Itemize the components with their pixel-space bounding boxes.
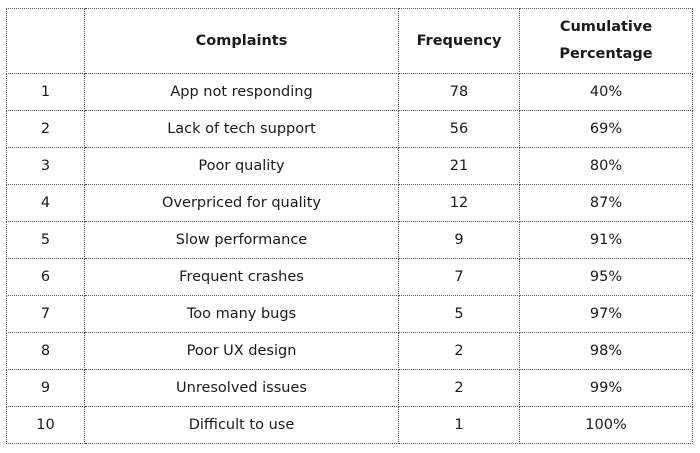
complaint: App not responding [84, 73, 399, 111]
table-row: 2 Lack of tech support 56 69% [6, 110, 693, 148]
cumulative-percentage: 97% [519, 295, 693, 333]
header-cell: Complaints [84, 8, 399, 74]
frequency: 2 [398, 332, 520, 370]
table-row: 5 Slow performance 9 91% [6, 221, 693, 259]
row-number: 7 [6, 295, 85, 333]
complaint: Slow performance [84, 221, 399, 259]
header-row: Complaints Frequency Cumulative Percenta… [6, 8, 693, 74]
table-row: 1 App not responding 78 40% [6, 73, 693, 111]
complaint: Lack of tech support [84, 110, 399, 148]
row-number: 8 [6, 332, 85, 370]
frequency: 2 [398, 369, 520, 407]
cumulative-percentage: 95% [519, 258, 693, 296]
frequency: 21 [398, 147, 520, 185]
header-cell [6, 8, 85, 74]
table-row: 3 Poor quality 21 80% [6, 147, 693, 185]
table-row: 6 Frequent crashes 7 95% [6, 258, 693, 296]
complaint: Overpriced for quality [84, 184, 399, 222]
complaint: Poor UX design [84, 332, 399, 370]
frequency: 9 [398, 221, 520, 259]
row-number: 5 [6, 221, 85, 259]
complaint: Poor quality [84, 147, 399, 185]
cumulative-percentage: 69% [519, 110, 693, 148]
complaint: Frequent crashes [84, 258, 399, 296]
frequency: 56 [398, 110, 520, 148]
row-number: 9 [6, 369, 85, 407]
complaint: Difficult to use [84, 406, 399, 444]
cumulative-percentage: 87% [519, 184, 693, 222]
cumulative-percentage: 91% [519, 221, 693, 259]
complaints-table: Complaints Frequency Cumulative Percenta… [6, 8, 693, 444]
frequency: 1 [398, 406, 520, 444]
table-row: 8 Poor UX design 2 98% [6, 332, 693, 370]
table-row: 9 Unresolved issues 2 99% [6, 369, 693, 407]
table-row: 4 Overpriced for quality 12 87% [6, 184, 693, 222]
header-cell: Cumulative Percentage [519, 8, 693, 74]
frequency: 12 [398, 184, 520, 222]
cumulative-percentage: 98% [519, 332, 693, 370]
table-row: 10 Difficult to use 1 100% [6, 406, 693, 444]
row-number: 1 [6, 73, 85, 111]
row-number: 2 [6, 110, 85, 148]
complaint: Too many bugs [84, 295, 399, 333]
header-cell: Frequency [398, 8, 520, 74]
cumulative-percentage: 40% [519, 73, 693, 111]
row-number: 3 [6, 147, 85, 185]
frequency: 78 [398, 73, 520, 111]
row-number: 4 [6, 184, 85, 222]
table-body: 1 App not responding 78 40% 2 Lack of tech su… [6, 73, 693, 444]
frequency: 7 [398, 258, 520, 296]
cumulative-percentage: 100% [519, 406, 693, 444]
cumulative-percentage: 99% [519, 369, 693, 407]
complaint: Unresolved issues [84, 369, 399, 407]
frequency: 5 [398, 295, 520, 333]
row-number: 10 [6, 406, 85, 444]
row-number: 6 [6, 258, 85, 296]
table-row: 7 Too many bugs 5 97% [6, 295, 693, 333]
cumulative-percentage: 80% [519, 147, 693, 185]
